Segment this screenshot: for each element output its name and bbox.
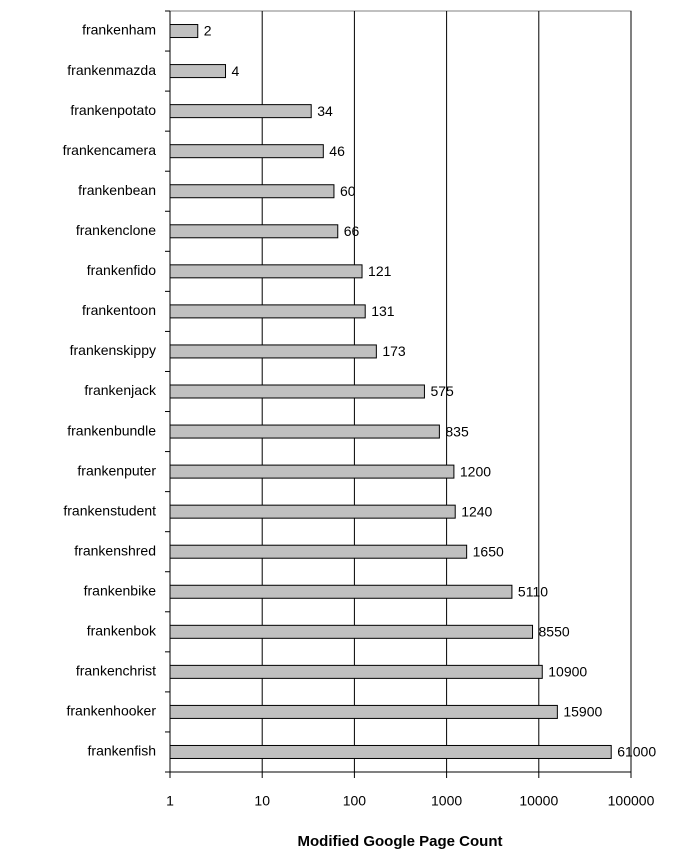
y-tick-label: frankenfish: [88, 743, 156, 759]
bar: [169, 504, 456, 519]
y-tick-label: frankenskippy: [70, 342, 156, 358]
value-label: 575: [430, 383, 454, 399]
y-tick-label: frankentoon: [82, 302, 156, 318]
bar: [169, 184, 335, 199]
value-label: 15900: [563, 704, 602, 720]
bar: [169, 704, 558, 719]
y-tick-label: frankenbean: [78, 182, 156, 198]
value-label: 61000: [617, 744, 656, 760]
value-label: 121: [368, 263, 392, 279]
y-tick-label: frankenbike: [84, 582, 157, 598]
bar: [169, 24, 199, 39]
y-tick-label: frankenchrist: [76, 663, 156, 679]
x-tick-label: 100000: [608, 793, 655, 809]
x-tick-label: 10: [254, 793, 270, 809]
value-label: 60: [340, 183, 356, 199]
bar: [169, 464, 455, 479]
y-tick-label: frankenmazda: [67, 62, 156, 78]
bar: [169, 744, 612, 759]
bar: [169, 64, 227, 79]
value-label: 173: [382, 343, 406, 359]
bar: [169, 424, 440, 439]
bar: [169, 224, 339, 239]
value-label: 1240: [461, 503, 492, 519]
y-tick-label: frankenfido: [87, 262, 156, 278]
y-tick-label: frankenhooker: [66, 703, 156, 719]
value-label: 4: [232, 63, 240, 79]
y-tick-label: frankencamera: [63, 142, 157, 158]
x-tick-label: 100: [343, 793, 367, 809]
bar: [169, 544, 468, 559]
value-label: 46: [329, 143, 345, 159]
y-tick-label: frankenshred: [74, 542, 156, 558]
value-label: 131: [371, 303, 395, 319]
bar: [169, 104, 312, 119]
y-tick-label: frankenputer: [77, 462, 156, 478]
y-tick-label: frankenstudent: [63, 502, 156, 518]
x-tick-label: 10000: [519, 793, 558, 809]
value-label: 1650: [473, 543, 504, 559]
y-tick-label: frankenbundle: [67, 422, 156, 438]
y-tick-label: frankenbok: [87, 623, 157, 639]
y-tick-label: frankenham: [82, 22, 156, 38]
bar: [169, 344, 377, 359]
value-label: 5110: [518, 583, 548, 599]
bar: [169, 624, 534, 639]
bar: [169, 584, 513, 599]
bar: [169, 264, 363, 279]
value-label: 10900: [548, 664, 587, 680]
value-label: 835: [445, 423, 469, 439]
bar: [169, 304, 366, 319]
bar: [169, 384, 425, 399]
x-tick-label: 1000: [431, 793, 462, 809]
x-tick-label: 1: [166, 793, 174, 809]
y-tick-label: frankenclone: [76, 222, 156, 238]
value-label: 66: [344, 223, 360, 239]
y-tick-label: frankenjack: [84, 382, 157, 398]
value-label: 1200: [460, 463, 491, 479]
value-label: 8550: [539, 624, 570, 640]
x-axis-title: Modified Google Page Count: [298, 833, 503, 850]
bar: [169, 144, 324, 159]
bar: [169, 664, 543, 679]
value-label: 2: [204, 23, 212, 39]
y-tick-label: frankenpotato: [70, 102, 156, 118]
value-label: 34: [317, 103, 333, 119]
